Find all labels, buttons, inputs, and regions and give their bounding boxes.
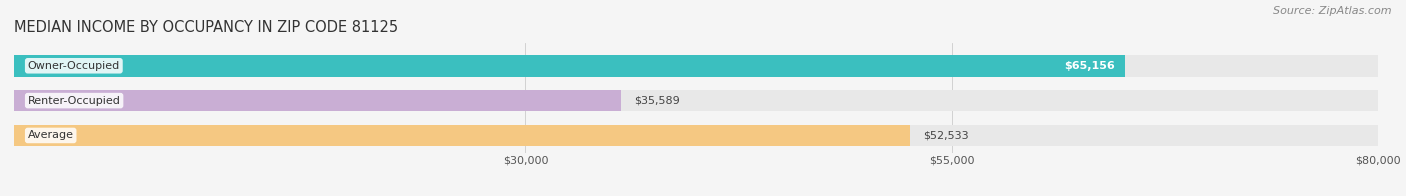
Text: $65,156: $65,156 bbox=[1064, 61, 1115, 71]
Bar bbox=[14, 125, 910, 146]
Text: MEDIAN INCOME BY OCCUPANCY IN ZIP CODE 81125: MEDIAN INCOME BY OCCUPANCY IN ZIP CODE 8… bbox=[14, 20, 398, 35]
Bar bbox=[14, 125, 1378, 146]
Text: Source: ZipAtlas.com: Source: ZipAtlas.com bbox=[1274, 6, 1392, 16]
Text: Owner-Occupied: Owner-Occupied bbox=[28, 61, 120, 71]
Text: Renter-Occupied: Renter-Occupied bbox=[28, 96, 121, 106]
Bar bbox=[14, 90, 1378, 111]
Bar bbox=[14, 55, 1378, 77]
Text: $35,589: $35,589 bbox=[634, 96, 681, 106]
Bar bbox=[14, 55, 1125, 77]
Text: $52,533: $52,533 bbox=[924, 131, 969, 141]
Text: Average: Average bbox=[28, 131, 73, 141]
Bar bbox=[14, 90, 621, 111]
